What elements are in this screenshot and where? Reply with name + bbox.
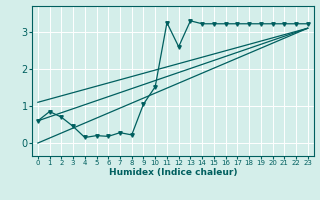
X-axis label: Humidex (Indice chaleur): Humidex (Indice chaleur) [108,168,237,177]
